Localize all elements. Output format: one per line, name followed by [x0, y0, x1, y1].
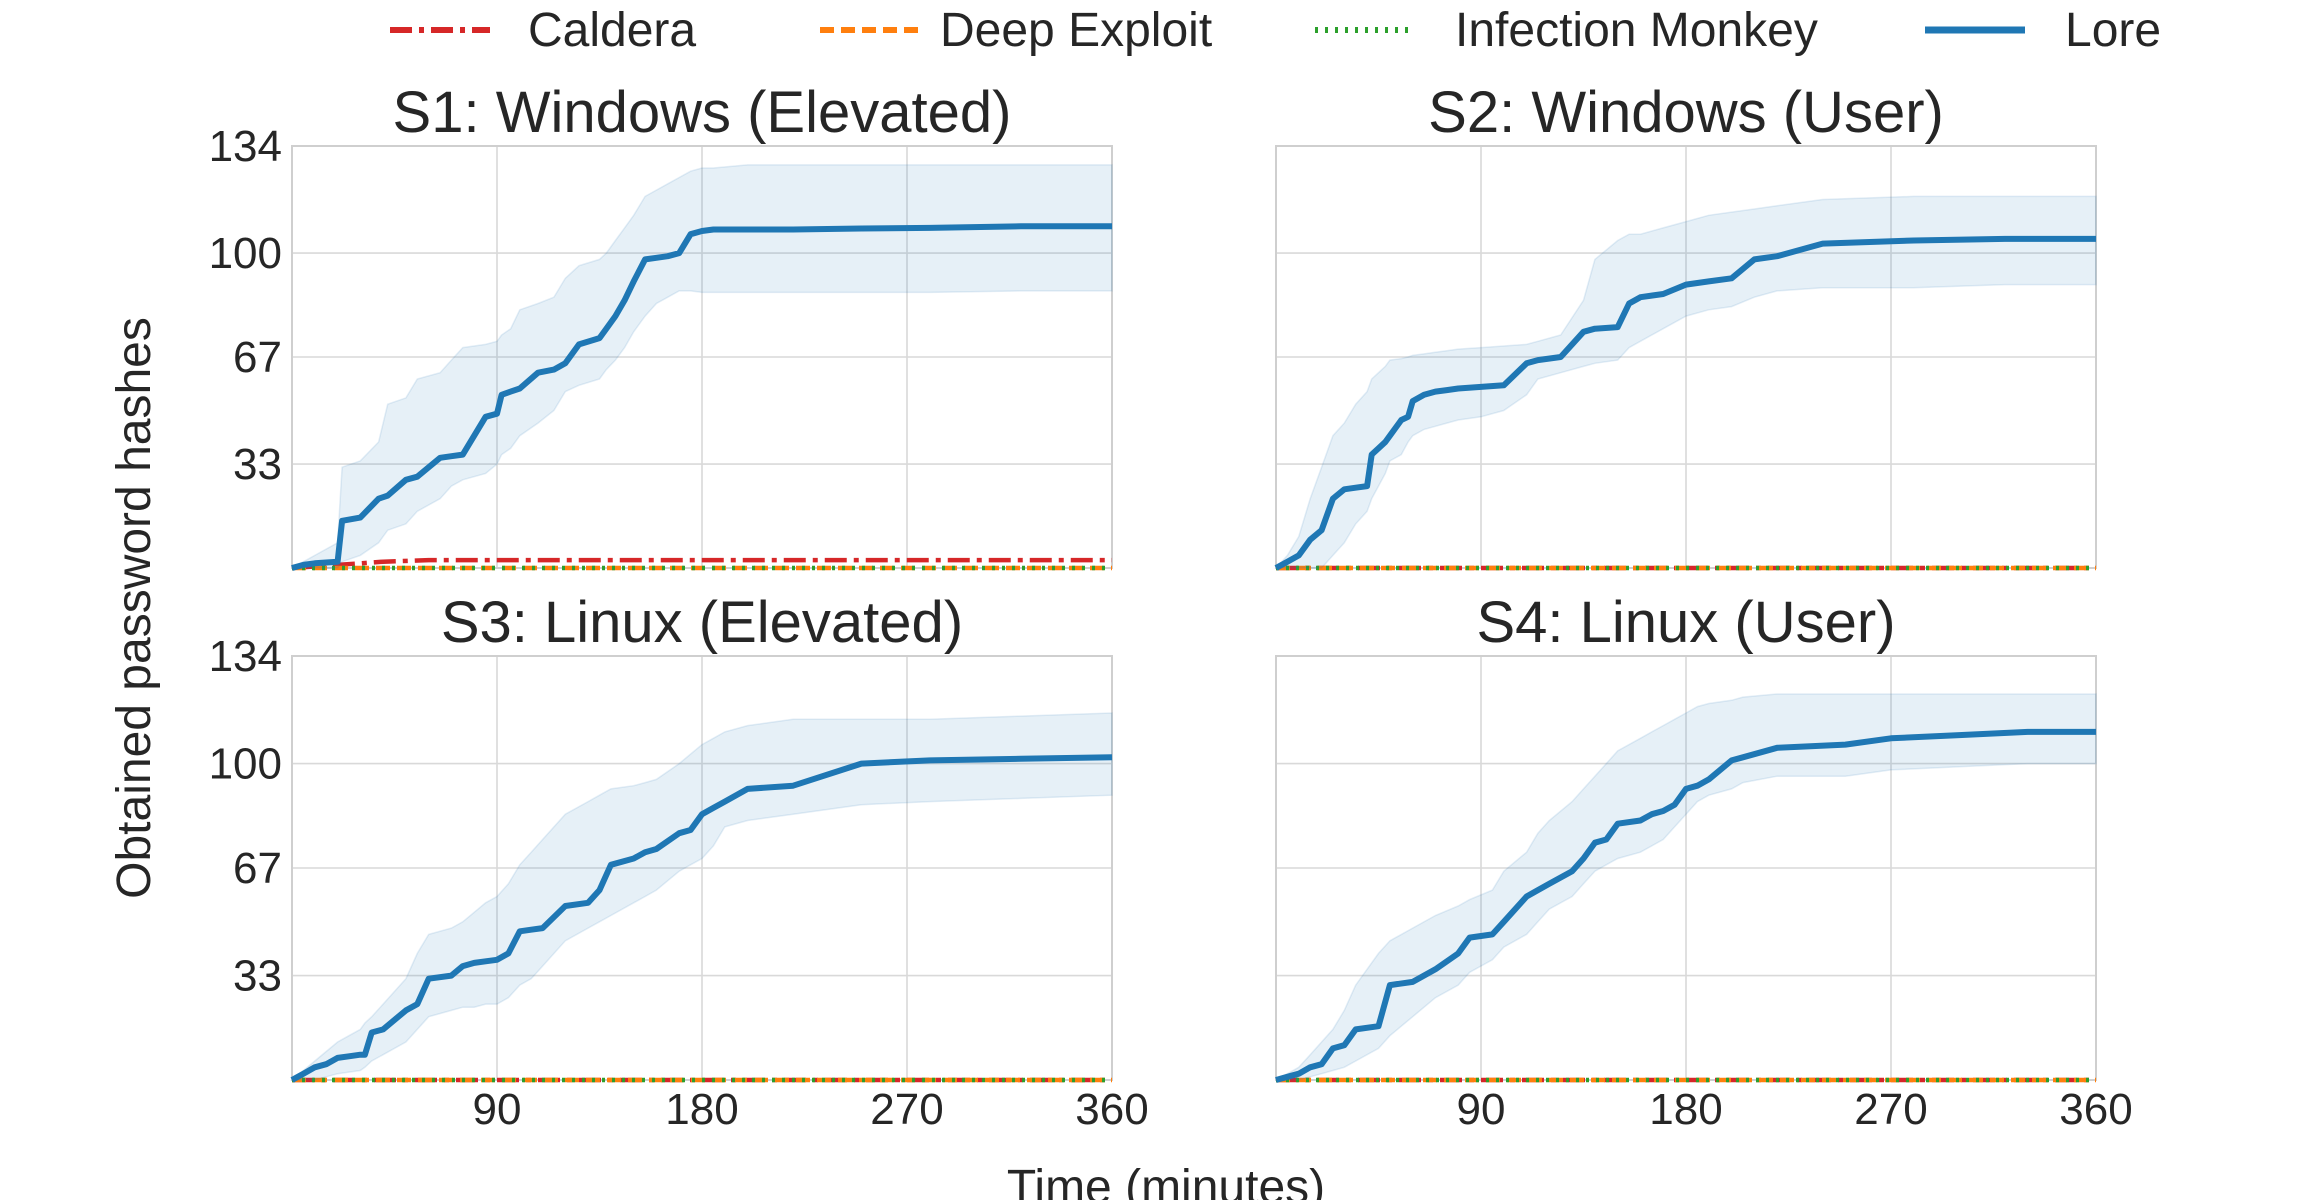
series-line-lore-s3	[290, 754, 1113, 1083]
series-line-lore-s2	[1274, 235, 2096, 571]
xtick-label-s4-2: 270	[1854, 1085, 1927, 1134]
ytick-label-s3-1: 67	[233, 844, 282, 893]
series-line-lore-s4	[1275, 728, 2096, 1083]
series-line-lore-s1	[291, 223, 1112, 571]
xtick-label-s3-2: 270	[870, 1085, 943, 1134]
panel-s4: 90 180 270 360 S4: Linux (User)	[1275, 590, 2133, 1134]
xtick-label-s4-3: 360	[2059, 1085, 2132, 1134]
x-axis-label: Time (minutes)	[1007, 1161, 1325, 1200]
panel-title-s2: S2: Windows (User)	[1428, 80, 1944, 145]
ytick-label-s1-2: 100	[209, 229, 282, 278]
legend-entry-deep-exploit: Deep Exploit	[820, 4, 1212, 57]
ytick-label-s1-3: 134	[209, 122, 282, 171]
ytick-label-s1-1: 67	[233, 333, 282, 382]
legend-entry-caldera: Caldera	[390, 4, 696, 57]
xtick-label-s4-1: 180	[1649, 1085, 1722, 1134]
ytick-label-s1-0: 33	[233, 440, 282, 489]
ytick-label-s3-3: 134	[209, 632, 282, 681]
legend-label-lore: Lore	[2065, 4, 2161, 57]
panel-title-s3: S3: Linux (Elevated)	[441, 590, 963, 655]
panel-s3: 33 67 100 134 90 180 270 360 S3: Linux (Elevated…	[209, 590, 1149, 1134]
legend-label-deep-exploit: Deep Exploit	[940, 4, 1212, 57]
y-axis-label: Obtained password hashes	[108, 317, 161, 899]
xtick-label-s4-0: 90	[1457, 1085, 1506, 1134]
legend-entry-lore: Lore	[1925, 4, 2161, 57]
xtick-label-s3-3: 360	[1075, 1085, 1148, 1134]
panel-s2: S2: Windows (User)	[1274, 80, 2097, 571]
legend-entry-infection-monkey: Infection Monkey	[1315, 4, 1818, 57]
xtick-label-s3-1: 180	[665, 1085, 738, 1134]
ytick-label-s3-0: 33	[233, 952, 282, 1001]
legend: Caldera Deep Exploit Infection Monkey Lo…	[390, 4, 2161, 57]
panel-title-s1: S1: Windows (Elevated)	[393, 80, 1012, 145]
legend-label-infection-monkey: Infection Monkey	[1455, 4, 1818, 57]
panel-s1: 33 67 100 134 S1: Windows (Elevated)	[209, 80, 1113, 571]
ytick-label-s3-2: 100	[209, 740, 282, 789]
confidence-band-lore-s3	[289, 712, 1113, 1081]
legend-label-caldera: Caldera	[528, 4, 696, 57]
xtick-label-s3-0: 90	[473, 1085, 522, 1134]
panel-title-s4: S4: Linux (User)	[1476, 590, 1895, 655]
